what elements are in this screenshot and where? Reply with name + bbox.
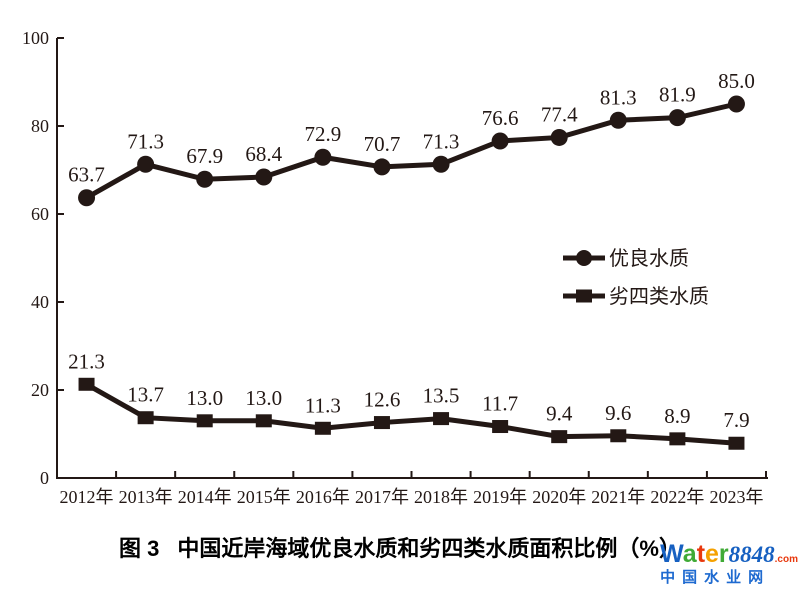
y-tick-label: 60	[31, 204, 49, 224]
circle-marker	[609, 111, 627, 129]
x-axis-label: 2016年	[296, 487, 350, 507]
square-marker	[196, 414, 213, 428]
data-label: 8.9	[664, 404, 690, 428]
y-tick-label: 0	[40, 468, 49, 488]
square-marker	[610, 429, 627, 443]
caption-text: 中国近岸海域优良水质和劣四类水质面积比例（%）	[177, 536, 681, 561]
circle-marker	[255, 168, 273, 186]
data-label: 70.7	[364, 132, 401, 156]
logo-wordmark: Water8848.com	[660, 542, 798, 567]
square-marker	[78, 377, 95, 391]
data-label: 81.9	[659, 83, 696, 107]
logo-letter: t	[696, 540, 706, 568]
circle-marker	[727, 95, 745, 113]
x-axis-label: 2020年	[532, 487, 586, 507]
data-label: 76.6	[482, 106, 519, 130]
y-tick-label: 100	[22, 28, 49, 48]
data-label: 72.9	[305, 122, 342, 146]
data-label: 85.0	[718, 69, 755, 93]
data-label: 9.4	[546, 402, 573, 426]
legend-label: 优良水质	[609, 247, 689, 270]
circle-marker	[668, 109, 686, 127]
x-axis-label: 2017年	[355, 487, 409, 507]
x-axis-label: 2014年	[178, 487, 232, 507]
series-line-0	[85, 101, 738, 200]
square-marker	[728, 436, 745, 450]
square-marker	[255, 414, 272, 428]
circle-marker	[491, 132, 509, 150]
water8848-logo: Water8848.com 中国水业网	[660, 542, 798, 586]
circle-marker	[373, 158, 391, 176]
legend-item: 劣四类水质	[563, 285, 709, 308]
data-label: 13.0	[186, 386, 223, 410]
y-tick-label: 40	[31, 292, 49, 312]
data-label: 11.3	[305, 393, 341, 417]
data-label: 68.4	[245, 142, 282, 166]
caption-figure-label: 图 3	[119, 536, 160, 561]
circle-marker	[550, 128, 568, 146]
data-label: 12.6	[364, 388, 401, 412]
data-label: 7.9	[723, 408, 749, 432]
x-axis-label: 2012年	[60, 487, 114, 507]
x-axis-label: 2013年	[119, 487, 173, 507]
logo-letter: W	[660, 540, 683, 568]
x-axis-label: 2023年	[709, 487, 763, 507]
square-marker	[433, 412, 450, 426]
logo-tld: .com	[774, 554, 798, 565]
x-axis-label: 2015年	[237, 487, 291, 507]
data-label: 71.3	[423, 129, 460, 153]
data-label: 13.5	[423, 384, 460, 408]
x-axis-label: 2021年	[591, 487, 645, 507]
square-marker	[551, 430, 568, 444]
data-label: 71.3	[127, 129, 164, 153]
circle-marker	[432, 155, 450, 173]
x-axis-label: 2022年	[650, 487, 704, 507]
figure-caption: 图 3 中国近岸海域优良水质和劣四类水质面积比例（%）	[0, 531, 800, 563]
square-marker	[492, 420, 509, 434]
y-tick-label: 20	[31, 380, 49, 400]
circle-marker	[196, 170, 214, 188]
circle-marker	[78, 189, 96, 207]
data-label: 11.7	[482, 392, 518, 416]
legend-item: 优良水质	[563, 247, 689, 270]
data-label: 77.4	[541, 102, 578, 126]
square-marker	[314, 421, 331, 435]
data-label: 67.9	[186, 144, 223, 168]
x-axis-label: 2019年	[473, 487, 527, 507]
logo-letter: r	[718, 540, 729, 568]
x-axis-label: 2018年	[414, 487, 468, 507]
data-label: 81.3	[600, 85, 637, 109]
square-marker	[137, 411, 154, 425]
legend-square-marker	[576, 289, 592, 303]
square-marker	[373, 416, 390, 430]
data-label: 13.7	[127, 383, 164, 407]
logo-site-name: 中国水业网	[660, 569, 771, 586]
circle-marker	[314, 148, 332, 166]
circle-marker	[137, 155, 155, 173]
logo-number: 8848	[728, 542, 775, 567]
logo-letter: e	[705, 540, 719, 568]
data-label: 9.6	[605, 401, 631, 425]
legend-circle-marker	[576, 250, 592, 266]
legend-label: 劣四类水质	[609, 285, 709, 308]
logo-brand-letters: Water	[660, 540, 729, 568]
logo-letter: a	[682, 540, 697, 568]
data-label: 63.7	[68, 163, 105, 187]
square-marker	[669, 432, 686, 446]
data-label: 13.0	[245, 386, 282, 410]
data-label: 21.3	[68, 349, 105, 373]
y-tick-label: 80	[31, 116, 49, 136]
series-line-1	[85, 382, 737, 446]
